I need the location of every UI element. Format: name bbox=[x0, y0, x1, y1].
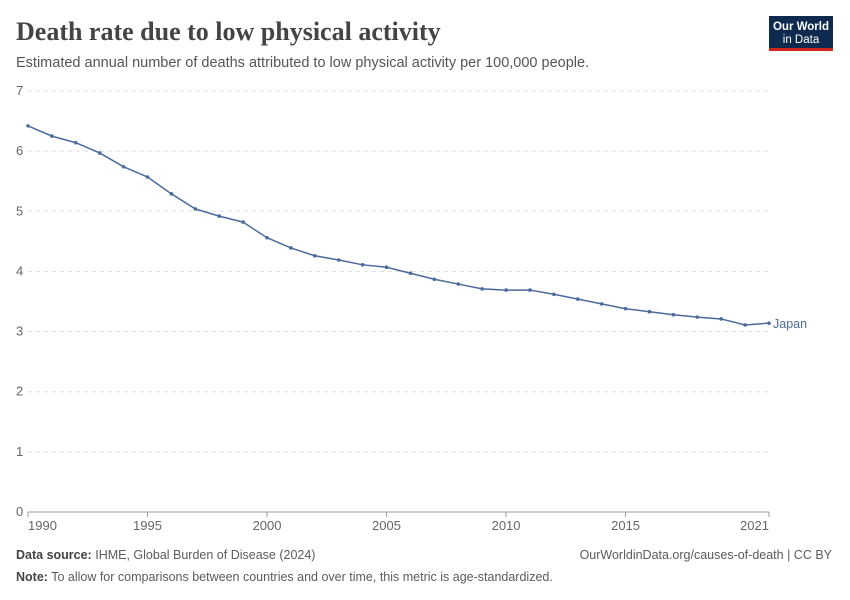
point bbox=[360, 263, 365, 267]
point bbox=[480, 287, 484, 291]
point bbox=[528, 288, 532, 292]
point bbox=[289, 246, 293, 250]
point bbox=[623, 306, 628, 311]
point bbox=[695, 315, 700, 319]
point bbox=[743, 323, 747, 327]
y-tick-label: 5 bbox=[16, 203, 23, 218]
point bbox=[97, 151, 102, 155]
point bbox=[169, 192, 174, 196]
point bbox=[647, 309, 652, 314]
x-tick-label: 1995 bbox=[133, 518, 162, 533]
source: Data source: IHME, Global Burden of Dise… bbox=[16, 548, 315, 562]
point bbox=[241, 220, 245, 224]
line bbox=[27, 125, 770, 326]
logo-bar bbox=[769, 48, 833, 51]
logo[interactable]: Our World in Data bbox=[769, 16, 833, 51]
point bbox=[552, 292, 556, 297]
url[interactable]: OurWorldinData.org/causes-of-death | CC … bbox=[579, 548, 832, 562]
point bbox=[74, 140, 78, 145]
point bbox=[193, 207, 198, 211]
point bbox=[384, 265, 389, 270]
point bbox=[313, 253, 317, 258]
x-tick-label: 2005 bbox=[372, 518, 401, 533]
point bbox=[575, 297, 580, 301]
source-label: Data source: bbox=[16, 548, 92, 562]
point bbox=[26, 124, 30, 128]
y-tick-label: 6 bbox=[16, 143, 23, 158]
chart-subtitle: Estimated annual number of deaths attrib… bbox=[16, 55, 589, 71]
point bbox=[50, 134, 54, 138]
point bbox=[599, 302, 604, 306]
x-tick-label: 2010 bbox=[492, 518, 521, 533]
x-tick-label: 2015 bbox=[611, 518, 640, 533]
y-tick-label: 3 bbox=[16, 324, 23, 339]
y-tick-label: 0 bbox=[16, 504, 23, 519]
point bbox=[121, 164, 126, 169]
point bbox=[217, 214, 222, 218]
note: Note: To allow for comparisons between c… bbox=[16, 570, 553, 584]
logo-box bbox=[769, 16, 833, 50]
legend-label: Japan bbox=[773, 317, 807, 331]
chart-title: Death rate due to low physical activity bbox=[16, 17, 441, 46]
note-text: To allow for comparisons between countri… bbox=[51, 570, 553, 584]
y-tick-label: 7 bbox=[16, 83, 23, 98]
x-tick-label: 2021 bbox=[740, 518, 769, 533]
point bbox=[432, 277, 437, 282]
x-tick-label: 2000 bbox=[253, 518, 282, 533]
point bbox=[671, 312, 676, 317]
logo-text: Our World bbox=[773, 21, 829, 33]
note-label: Note: bbox=[16, 570, 48, 584]
point bbox=[408, 271, 413, 276]
point bbox=[767, 321, 771, 325]
point bbox=[265, 235, 269, 240]
logo-text: in Data bbox=[783, 34, 820, 46]
y-tick-label: 1 bbox=[16, 444, 23, 459]
y-tick-label: 4 bbox=[16, 263, 23, 278]
y-tick-label: 2 bbox=[16, 384, 23, 399]
x-tick-label: 1990 bbox=[28, 518, 57, 533]
point bbox=[456, 282, 461, 286]
point bbox=[719, 317, 723, 321]
point bbox=[145, 175, 150, 179]
point bbox=[336, 258, 341, 262]
source-text: IHME, Global Burden of Disease (2024) bbox=[95, 548, 316, 562]
point bbox=[504, 288, 508, 292]
